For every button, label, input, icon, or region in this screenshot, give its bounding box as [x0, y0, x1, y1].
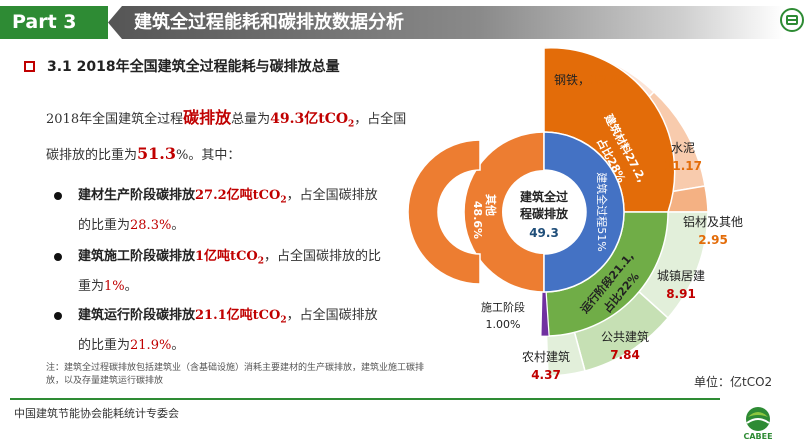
summary-line-1: 2018年全国建筑全过程碳排放总量为49.3亿tCO2，占全国 — [46, 104, 406, 130]
bullet-dot — [54, 192, 62, 200]
summary-text: ，占全国 — [354, 112, 407, 127]
bullet-dot — [54, 253, 62, 261]
bullet-value: 1亿吨tCO — [195, 249, 258, 264]
bullet-text: 的比重为 — [78, 218, 131, 233]
section-title: 3.1 2018年全国建筑全过程能耗与碳排放总量 — [47, 59, 340, 75]
subscript: 2 — [280, 315, 287, 326]
summary-text: 2018年全国建筑全过程 — [46, 112, 184, 127]
rural-label: 农村建筑 — [522, 349, 570, 364]
aluminum-label: 铝材及其他 — [683, 214, 743, 229]
other-ring — [407, 139, 481, 285]
square-bullet-icon — [24, 60, 35, 72]
summary-line-2: 碳排放的比重为51.3%。其中： — [46, 144, 240, 163]
other-percent: 48.6% — [471, 201, 484, 239]
bullet-text: 的比重为 — [78, 338, 131, 353]
center-title-1: 建筑全过 — [519, 189, 568, 204]
construction-value: 1.00% — [486, 318, 521, 331]
bullet-tail: ，占全国碳排放的比 — [264, 249, 382, 264]
summary-total-value: 49.3亿tCO — [270, 111, 349, 127]
logo-text: CABEE — [743, 432, 772, 441]
page-title: 建筑全过程能耗和碳排放数据分析 — [108, 6, 784, 39]
bullet-lead: 建筑施工阶段碳排放 — [78, 249, 196, 264]
urban-label: 城镇居建 — [657, 269, 705, 283]
subscript: 2 — [348, 119, 355, 130]
urban-value: 8.91 — [666, 287, 696, 301]
bullet-material-line-1: 建材生产阶段碳排放27.2亿吨tCO2，占全国碳排放 — [78, 184, 378, 206]
aluminum-value: 2.95 — [698, 233, 728, 247]
cement-label: 水泥 — [671, 141, 695, 155]
bullet-material-line-2: 的比重为28.3%。 — [78, 214, 184, 233]
bullet-text: 。 — [124, 279, 138, 294]
bullet-dot — [54, 312, 62, 320]
bullet-text: 。 — [171, 338, 185, 353]
section-heading: 3.1 2018年全国建筑全过程能耗与碳排放总量 — [24, 56, 340, 76]
bullet-percent: 1% — [104, 279, 125, 294]
bullet-percent: 28.3% — [130, 218, 172, 233]
header-bar: Part 3 建筑全过程能耗和碳排放数据分析 — [0, 0, 808, 46]
unit-label: 单位：亿tCO2 — [694, 375, 773, 389]
table-icon[interactable] — [780, 8, 804, 32]
part-label: Part 3 — [0, 6, 108, 39]
bullet-lead: 建筑运行阶段碳排放 — [78, 308, 196, 323]
steel-label: 钢铁，13.08 — [554, 73, 628, 87]
bullet-value: 21.1亿吨tCO — [195, 308, 281, 323]
bullet-value: 27.2亿吨tCO — [195, 188, 281, 203]
summary-text: %。其中： — [175, 148, 241, 163]
rural-value: 4.37 — [531, 368, 561, 382]
bullet-operation-line-2: 的比重为21.9%。 — [78, 334, 184, 353]
footnote: 注：建筑全过程碳排放包括建筑业（含基础设施）消耗主要建材的生产碳排放，建筑业施工… — [46, 363, 425, 386]
cement-value: 11.17 — [664, 159, 702, 173]
summary-text: 总量为 — [231, 112, 271, 127]
public-value: 7.84 — [610, 348, 640, 362]
bullet-construction-line-2: 重为1%。 — [78, 275, 138, 294]
footer-organization: 中国建筑节能协会能耗统计专委会 — [14, 407, 179, 420]
bullet-text: 。 — [171, 218, 185, 233]
center-disc — [502, 170, 586, 254]
bullet-tail: ，占全国碳排放 — [286, 308, 378, 323]
bullet-text: 重为 — [78, 279, 105, 294]
summary-share-value: 51.3 — [137, 144, 176, 163]
center-value: 49.3 — [529, 226, 559, 240]
footer-divider — [10, 398, 720, 400]
bullet-lead: 建材生产阶段碳排放 — [78, 188, 196, 203]
other-label: 其他 — [484, 194, 498, 216]
subscript: 2 — [280, 195, 287, 206]
bullet-tail: ，占全国碳排放 — [286, 188, 378, 203]
summary-highlight: 碳排放 — [183, 108, 232, 127]
summary-text: 碳排放的比重为 — [46, 148, 138, 163]
subscript: 2 — [257, 256, 265, 267]
process-label: 建筑全过程51% — [595, 172, 609, 251]
bullet-construction-line-1: 建筑施工阶段碳排放1亿吨tCO2，占全国碳排放的比 — [78, 245, 381, 267]
bullet-percent: 21.9% — [130, 338, 172, 353]
center-title-2: 程碳排放 — [520, 206, 569, 221]
public-label: 公共建筑 — [601, 329, 649, 344]
construction-label: 施工阶段 — [481, 300, 525, 314]
cabee-logo: CABEE — [743, 407, 773, 441]
bullet-operation-line-1: 建筑运行阶段碳排放21.1亿吨tCO2，占全国碳排放 — [78, 304, 378, 326]
